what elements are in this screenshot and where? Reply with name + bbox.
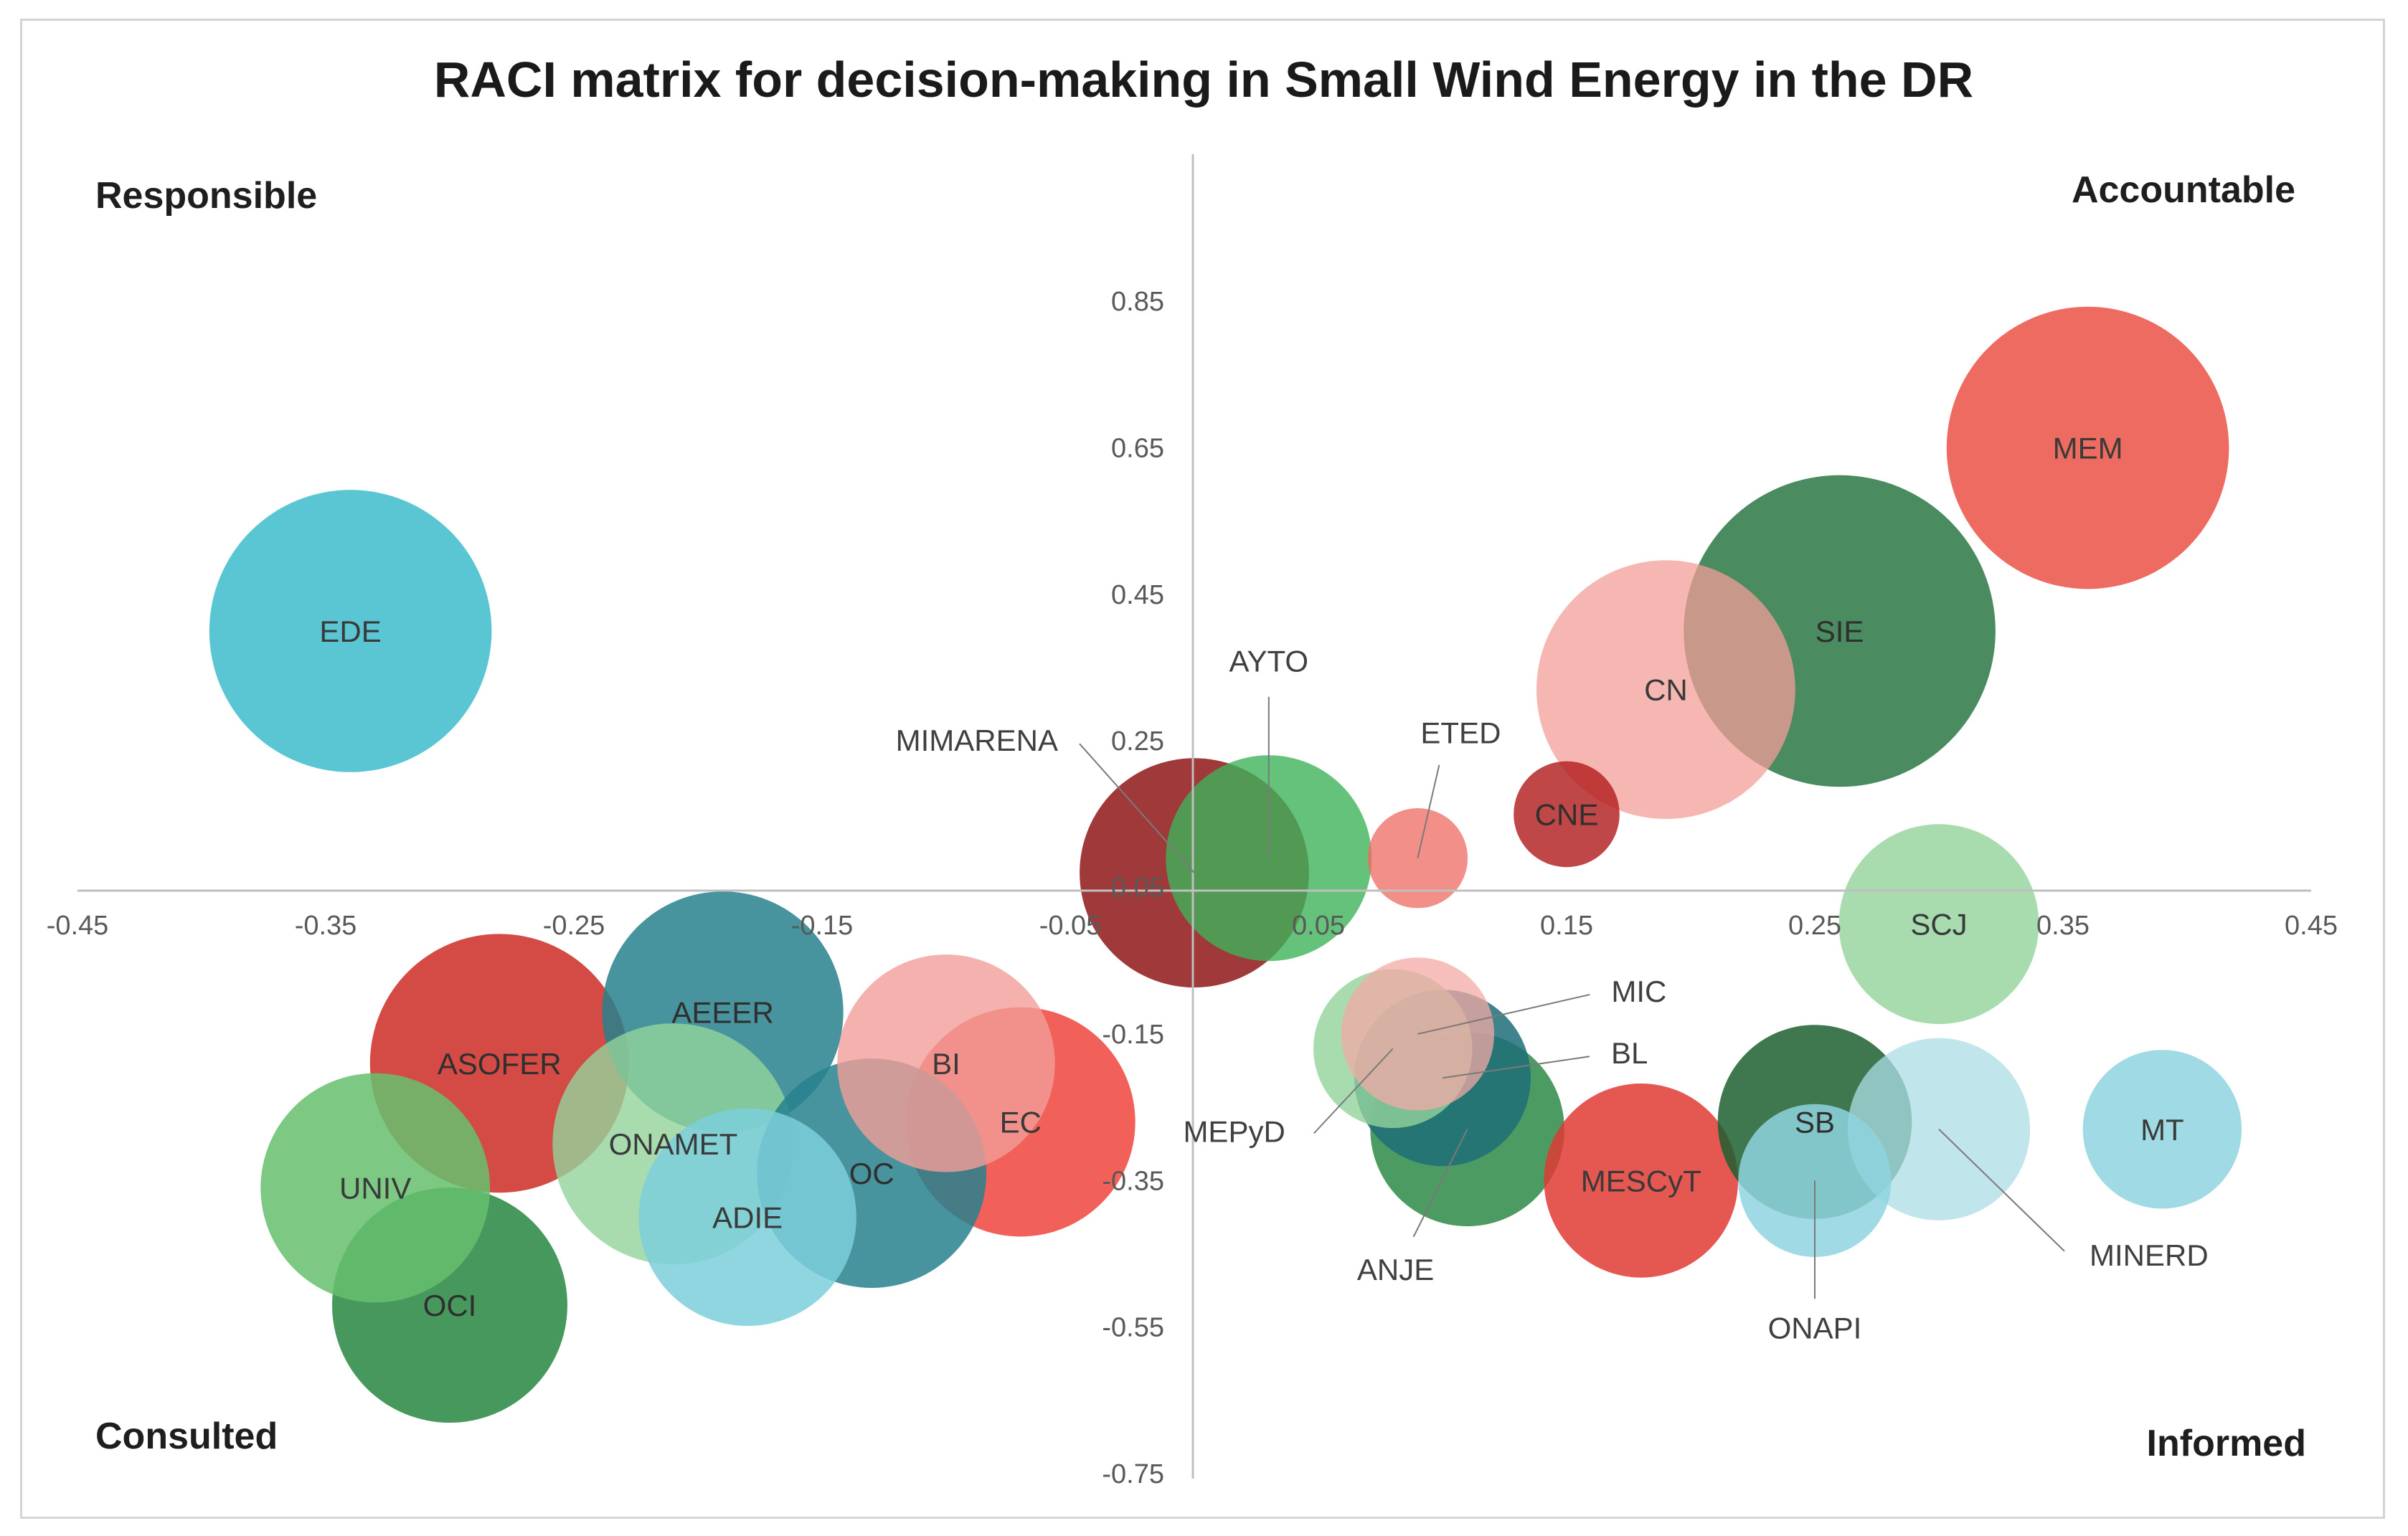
quadrant-label-informed: Informed (2147, 1423, 2306, 1464)
bubble-label-mt: MT (2140, 1113, 2184, 1147)
bubble-mt (2082, 1050, 2242, 1209)
bubble-adie (638, 1108, 856, 1327)
bubble-bi (837, 954, 1055, 1172)
bubble-label-mescyt: MESCyT (1581, 1164, 1701, 1198)
bubble-label-univ: UNIV (339, 1172, 411, 1205)
bubble-label-ede: EDE (319, 615, 381, 648)
x-tick-label: -0.25 (543, 911, 605, 941)
x-tick-label: 0.35 (2036, 911, 2090, 941)
bubble-label-bl: BL (1611, 1036, 1648, 1070)
x-tick-label: -0.05 (1039, 911, 1102, 941)
bubble-mem (1946, 306, 2229, 589)
ticks-layer: -0.45 -0.35 -0.25 -0.15 -0.05 0.05 0.15 0.25 0.3… (47, 287, 2338, 1489)
bubble-label-cn: CN (1644, 673, 1688, 707)
x-tick-label: 0.15 (1540, 911, 1593, 941)
leader-line-anje (1412, 1129, 1468, 1238)
bubble-label-mimarena: MIMARENA (896, 724, 1058, 757)
bubble-cne (1514, 761, 1620, 868)
bubble-label-aeeer: AEEER (671, 995, 773, 1029)
quadrant-label-accountable: Accountable (2072, 169, 2295, 211)
leader-line-mepyd (1313, 1048, 1394, 1134)
bubble-cn (1536, 560, 1795, 820)
bubble-label-minerd: MINERD (2090, 1238, 2209, 1272)
bubble-labels-layer: EDE MEM CN SIE CNE AYTO ETED MIMARENA SCJ MIC MEPy… (319, 432, 2208, 1345)
y-tick-label: -0.35 (1102, 1166, 1164, 1196)
bubbles-layer (209, 306, 2242, 1423)
y-tick-label: -0.15 (1102, 1020, 1164, 1050)
bubble-label-bi: BI (932, 1047, 960, 1081)
leader-line-mimarena (1079, 743, 1195, 873)
y-tick-label: -0.75 (1102, 1459, 1164, 1489)
bubble-label-ayto: AYTO (1229, 645, 1308, 678)
bubble-label-onamet: ONAMET (609, 1127, 738, 1161)
leader-line-bl (1442, 1056, 1590, 1079)
bubble-univ (260, 1073, 491, 1303)
bubble-eted (1367, 808, 1468, 909)
bubble-label-asofer: ASOFER (438, 1047, 562, 1081)
quadrant-label-responsible: Responsible (95, 175, 317, 217)
bubble-label-onapi: ONAPI (1768, 1311, 1862, 1345)
y-tick-label: 0.85 (1111, 287, 1164, 317)
y-tick-label: -0.55 (1102, 1313, 1164, 1343)
chart-title: RACI matrix for decision-making in Small… (434, 52, 1973, 108)
bubble-label-scj: SCJ (1910, 908, 1967, 942)
y-tick-label: 0.25 (1111, 726, 1164, 757)
y-tick-label: 0.05 (1111, 873, 1164, 904)
bubble-label-sie: SIE (1816, 615, 1864, 648)
y-tick-label: 0.45 (1111, 580, 1164, 610)
x-tick-label: 0.45 (2285, 911, 2338, 941)
leader-line-mic (1417, 993, 1590, 1035)
x-tick-label: -0.35 (295, 911, 357, 941)
y-tick-label: 0.65 (1111, 434, 1164, 464)
bubble-label-cne: CNE (1535, 797, 1599, 831)
bubble-label-eted: ETED (1420, 716, 1501, 750)
bubble-label-sb: SB (1795, 1106, 1835, 1139)
bubble-label-anje: ANJE (1357, 1253, 1434, 1286)
bubble-scj (1838, 824, 2039, 1025)
x-tick-label: 0.05 (1292, 911, 1345, 941)
bubble-label-oc: OC (849, 1157, 894, 1190)
axes-layer (77, 154, 2311, 1479)
bubble-ede (209, 490, 492, 772)
x-tick-label: 0.25 (1788, 911, 1841, 941)
bubble-label-mem: MEM (2053, 432, 2123, 465)
bubble-label-oci: OCI (423, 1289, 477, 1322)
bubble-label-ec: EC (1000, 1106, 1042, 1139)
x-tick-label: -0.15 (791, 911, 854, 941)
bubble-label-mic: MIC (1611, 975, 1666, 1008)
bubble-label-mepyd: MEPyD (1183, 1114, 1285, 1148)
bubble-label-adie: ADIE (712, 1200, 783, 1234)
quadrant-label-consulted: Consulted (95, 1416, 278, 1457)
leader-line-eted (1417, 764, 1440, 858)
leader-line-minerd (1938, 1129, 2065, 1252)
bubble-mescyt (1544, 1083, 1739, 1278)
x-tick-label: -0.45 (47, 911, 109, 941)
